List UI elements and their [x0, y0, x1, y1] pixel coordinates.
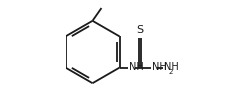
Text: S: S: [136, 25, 143, 35]
Text: NH: NH: [152, 62, 167, 72]
Text: NH: NH: [164, 62, 178, 72]
Text: 2: 2: [169, 69, 173, 75]
Text: NH: NH: [129, 62, 144, 72]
